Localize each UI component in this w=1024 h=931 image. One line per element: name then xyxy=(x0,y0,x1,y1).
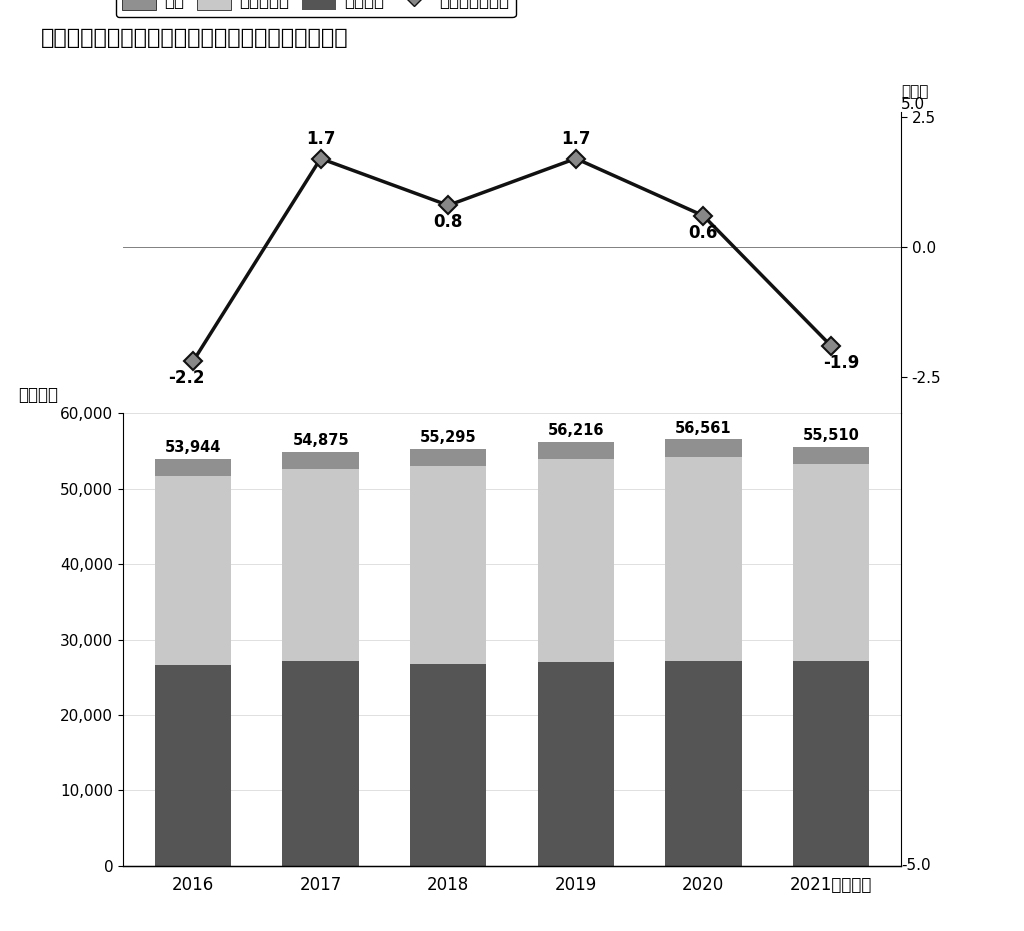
Text: 55,295: 55,295 xyxy=(420,430,476,445)
Bar xyxy=(155,666,231,866)
Bar xyxy=(666,457,741,661)
Bar xyxy=(793,447,869,464)
Bar xyxy=(410,449,486,466)
Text: -1.9: -1.9 xyxy=(823,354,859,371)
Text: -2.2: -2.2 xyxy=(168,370,205,387)
Text: 5.0: 5.0 xyxy=(901,97,926,112)
Bar xyxy=(283,469,358,661)
Bar xyxy=(538,459,614,662)
Text: 56,216: 56,216 xyxy=(548,423,604,439)
Text: （億円）: （億円） xyxy=(17,386,57,404)
Bar xyxy=(793,464,869,661)
Text: -5.0: -5.0 xyxy=(901,858,931,873)
Text: 0.6: 0.6 xyxy=(689,223,718,241)
Bar xyxy=(283,452,358,469)
Bar xyxy=(666,661,741,866)
Text: （％）: （％） xyxy=(901,85,929,100)
Text: 53,944: 53,944 xyxy=(165,440,221,455)
Bar xyxy=(155,476,231,666)
Legend: 自家, ディーラー, 専・兼業, 対前年度増減率: 自家, ディーラー, 専・兼業, 対前年度増減率 xyxy=(116,0,516,17)
Text: 55,510: 55,510 xyxy=(803,428,859,443)
Bar xyxy=(283,661,358,866)
Text: 1.7: 1.7 xyxy=(561,130,591,148)
Bar xyxy=(410,466,486,664)
Bar xyxy=(666,439,741,457)
Text: 56,561: 56,561 xyxy=(675,421,732,436)
Bar xyxy=(155,459,231,476)
Bar xyxy=(410,664,486,866)
Text: 直近６年間の総整備売上高の推移と対前年度増減率: 直近６年間の総整備売上高の推移と対前年度増減率 xyxy=(41,28,348,47)
Bar xyxy=(793,661,869,866)
Bar xyxy=(538,662,614,866)
Text: 54,875: 54,875 xyxy=(292,433,349,448)
Bar xyxy=(538,442,614,459)
Text: 1.7: 1.7 xyxy=(306,130,336,148)
Text: 0.8: 0.8 xyxy=(433,213,463,231)
